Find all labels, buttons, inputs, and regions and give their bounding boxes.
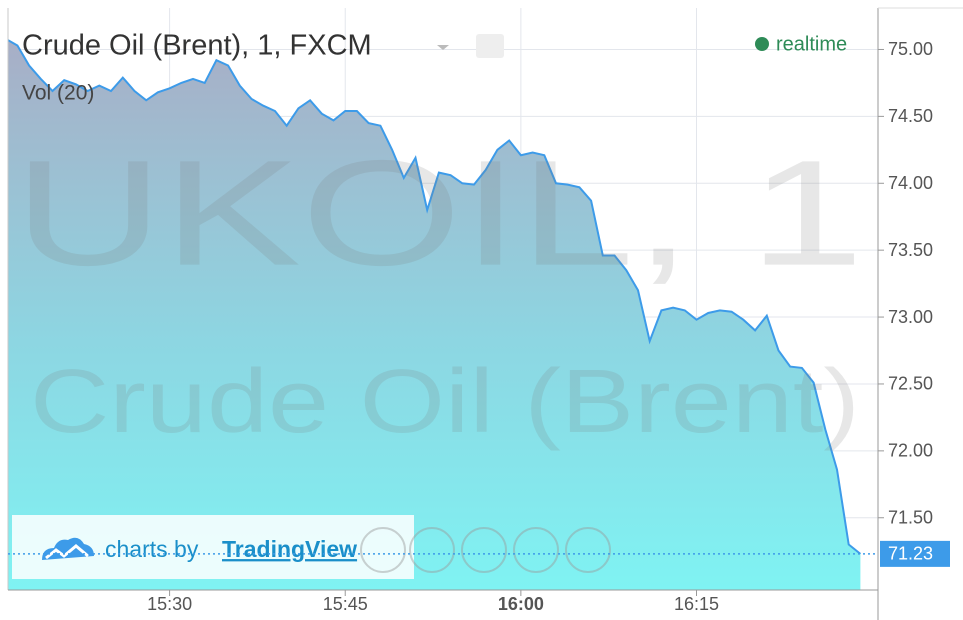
watermark-name: Crude Oil (Brent) — [30, 352, 860, 452]
status: realtime — [776, 33, 847, 55]
y-tick-label: 75.00 — [888, 39, 933, 59]
last-price-box — [880, 540, 950, 567]
chart-title: Crude Oil (Brent), 1, FXCM — [22, 30, 372, 62]
price-line — [8, 38, 862, 555]
y-tick-label: 74.50 — [888, 106, 933, 126]
zoom-in-button[interactable] — [513, 527, 559, 573]
watermark-symbol: UKOIL, 1 — [14, 129, 864, 297]
branding-name[interactable]: TradingView — [222, 536, 357, 562]
chart-subtitle: Vol (20) — [22, 82, 94, 105]
zoom-out-button[interactable] — [409, 527, 455, 573]
area-fill — [8, 40, 861, 590]
y-tick-label: 72.00 — [888, 441, 933, 461]
branding-prefix: charts by — [105, 536, 199, 562]
x-tick-label: 15:30 — [147, 594, 192, 614]
x-tick-label: 16:15 — [674, 594, 719, 614]
x-tick-label: 15:45 — [323, 594, 368, 614]
y-tick-label: 71.50 — [888, 508, 933, 528]
last-price-label: 71.23 — [888, 544, 933, 564]
status-dot — [755, 37, 769, 51]
scroll-left-button[interactable] — [360, 527, 406, 573]
visibility-toggle[interactable] — [476, 34, 504, 58]
y-tick-label: 72.50 — [888, 374, 933, 394]
reset-button[interactable] — [461, 527, 507, 573]
y-tick-label: 73.50 — [888, 240, 933, 260]
x-tick-label: 16:00 — [498, 594, 544, 614]
scroll-right-button[interactable] — [565, 527, 611, 573]
y-tick-label: 73.00 — [888, 307, 933, 327]
y-tick-label: 74.00 — [888, 173, 933, 193]
branding-logo-mark — [45, 544, 89, 560]
title-dropdown[interactable] — [437, 45, 449, 50]
